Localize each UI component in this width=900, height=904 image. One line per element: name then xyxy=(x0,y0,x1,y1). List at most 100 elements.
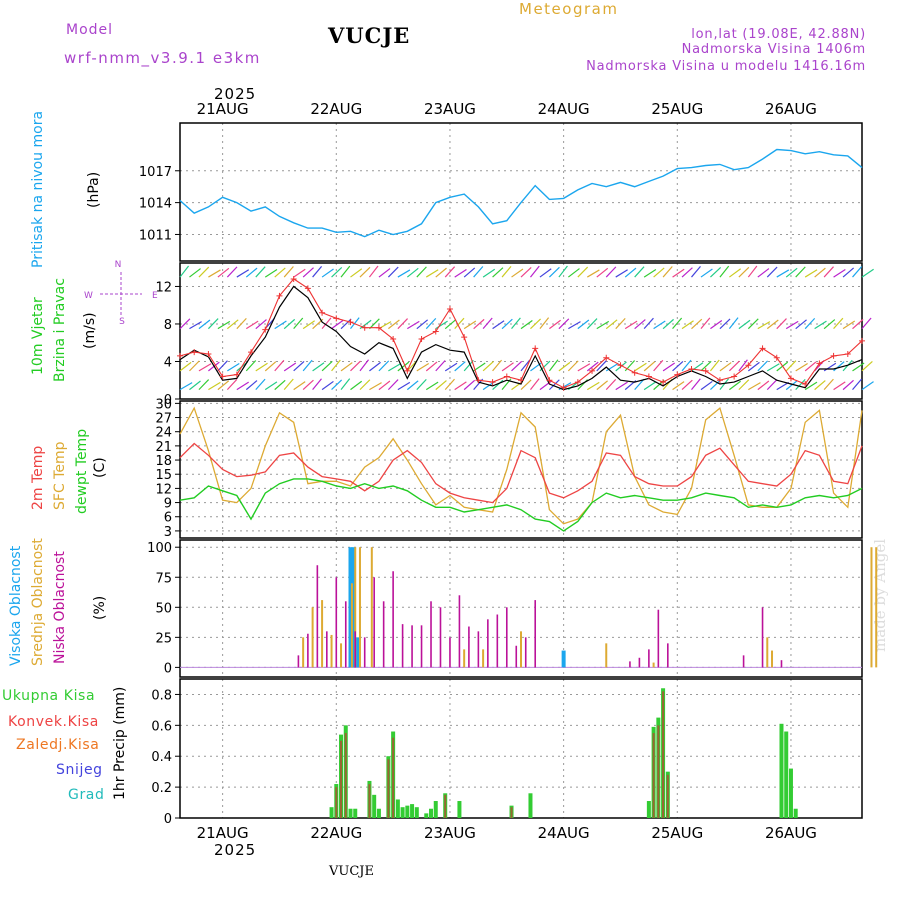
wind-barb xyxy=(587,269,600,278)
precip-bar-conv xyxy=(662,691,665,818)
wind-barb xyxy=(331,267,343,278)
wind-barb xyxy=(416,266,427,278)
precip-bar-conv xyxy=(335,787,338,818)
wind-barb xyxy=(264,268,278,278)
wind-barb xyxy=(738,319,751,330)
wind-barb xyxy=(368,265,379,278)
wind-gust-marker xyxy=(404,367,411,374)
wind-barb xyxy=(350,268,363,278)
wind-barb xyxy=(217,320,231,330)
wind-barb xyxy=(388,319,400,330)
wind-gust-marker xyxy=(518,377,524,384)
wind-gust-marker xyxy=(191,349,198,356)
wind-barb xyxy=(567,268,580,278)
wind-barb xyxy=(369,382,382,391)
wind-barb xyxy=(653,359,664,372)
wind-gust-marker xyxy=(759,345,766,352)
wind-barb xyxy=(293,268,306,278)
wind-barb xyxy=(454,317,465,330)
day-label-bottom-3: 24AUG xyxy=(538,824,590,842)
wind-barb xyxy=(359,266,371,278)
wind-gust-marker xyxy=(489,379,496,386)
wind-barb xyxy=(757,268,770,278)
wind-barb xyxy=(596,320,610,330)
wind-barb xyxy=(823,378,834,391)
wind-barb xyxy=(700,380,713,391)
wind-barb xyxy=(681,359,692,372)
cloud-ytick-label-2: 50 xyxy=(155,601,172,616)
wind-gust-marker xyxy=(617,362,624,369)
wind-barb xyxy=(274,359,285,372)
wind-barb xyxy=(454,268,467,278)
precip-ytick-label-4: 0.8 xyxy=(151,688,172,703)
wind-barb xyxy=(747,265,758,278)
cloud-bar-niska xyxy=(392,571,394,668)
wind-barb xyxy=(852,362,865,372)
temp-dewpt-line xyxy=(179,478,863,532)
cloud-bar-niska xyxy=(657,609,660,668)
wind-gust-marker xyxy=(446,305,453,312)
wind-barb xyxy=(369,361,381,372)
wind-barb xyxy=(397,318,409,330)
wind-barb xyxy=(435,380,447,391)
day-label-top-5: 26AUG xyxy=(765,100,817,118)
wind-gust-marker xyxy=(603,354,610,361)
wind-barb xyxy=(359,379,371,391)
precip-bar-conv xyxy=(392,737,395,818)
precip-grid: 0 0.2 0.4 0.6 0.8 xyxy=(151,679,862,827)
precip-bar-total xyxy=(405,805,410,818)
precip-bar-total xyxy=(414,807,419,818)
wind-grid: 0 4 8 12 xyxy=(155,263,862,408)
precip-bar-total xyxy=(353,808,358,818)
wind-barb xyxy=(549,319,561,330)
wind-barb xyxy=(757,360,769,372)
cloud-bar-niska xyxy=(382,601,385,668)
wind-barb xyxy=(350,317,360,330)
cloud-ytick-label-3: 75 xyxy=(155,571,172,586)
precip-bar-total xyxy=(784,731,789,818)
wind-barb xyxy=(653,267,665,278)
temp-ytick-label-5: 18 xyxy=(155,454,172,469)
temp-title-sfc: SFC Temp xyxy=(52,441,68,510)
wind-gust-marker xyxy=(546,377,553,384)
cloud-bar-srednja xyxy=(766,637,769,668)
cloud-bar-srednja xyxy=(354,547,357,668)
wind-barb xyxy=(463,379,476,391)
wind-barb xyxy=(700,360,712,372)
wind-barb xyxy=(833,381,846,391)
cloud-frame xyxy=(179,539,863,678)
wind-speed-line xyxy=(179,285,863,391)
wind-gust-marker xyxy=(375,324,382,331)
wind-barb xyxy=(766,363,780,372)
wind-barb xyxy=(463,320,477,330)
temp-title-2m: 2m Temp xyxy=(30,446,46,510)
wind-gust-marker xyxy=(248,349,255,356)
model-elevation: Nadmorska Visina u modelu 1416.16m xyxy=(586,59,866,74)
compass-west: W xyxy=(84,291,93,301)
wind-barb xyxy=(833,361,845,372)
wind-gust-marker xyxy=(830,352,837,359)
wind-barb xyxy=(245,320,259,330)
wind-gust-marker xyxy=(219,373,226,380)
wind-gust-marker xyxy=(674,371,681,378)
wind-barb xyxy=(672,361,684,372)
wind-barb xyxy=(672,317,683,330)
wind-barb xyxy=(719,362,732,372)
cloud-bar-visoka xyxy=(561,650,566,668)
cloud-bar-srednja xyxy=(350,583,353,668)
wind-barb xyxy=(482,317,493,330)
cloud-bar-srednja xyxy=(340,643,343,668)
precip-bar-total xyxy=(457,801,462,818)
wind-barb xyxy=(501,362,514,372)
wind-barb xyxy=(814,267,826,278)
wind-barb xyxy=(482,268,496,278)
precip-legend-total: Ukupna Kisa xyxy=(2,688,95,704)
cloud-bar-srednja xyxy=(311,607,314,668)
cloud-bars xyxy=(297,547,878,668)
precip-bar-conv xyxy=(387,759,390,818)
wind-barb xyxy=(198,319,211,330)
cloud-bar-niska xyxy=(439,607,442,668)
wind-barb xyxy=(643,381,657,391)
wind-barb xyxy=(312,265,323,278)
precip-bar-conv xyxy=(666,774,669,818)
